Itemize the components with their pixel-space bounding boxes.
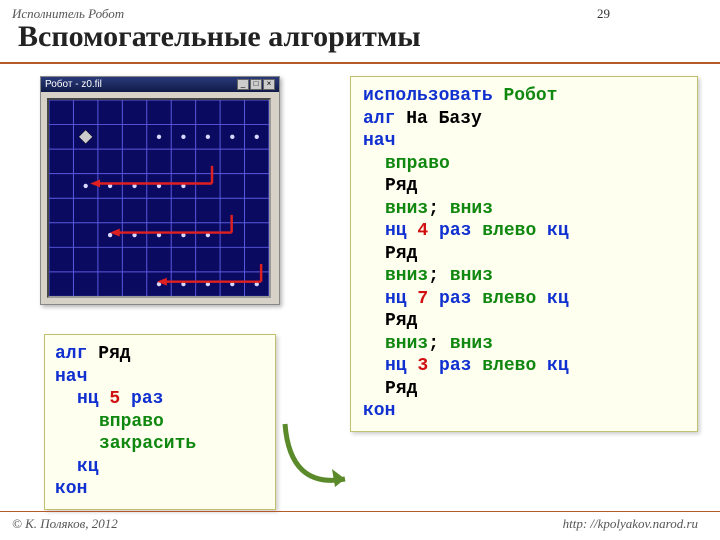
robot-field: [47, 98, 271, 298]
robot-title: Робот - z0.fil: [45, 79, 102, 90]
page-title: Вспомогательные алгоритмы: [18, 20, 421, 54]
footer-url: http: //kpolyakov.narod.ru: [563, 516, 698, 532]
page-number: 29: [597, 6, 610, 22]
minimize-icon[interactable]: _: [237, 79, 249, 90]
titlebar-buttons: _ □ ×: [237, 79, 275, 90]
close-icon[interactable]: ×: [263, 79, 275, 90]
footer-divider: [0, 511, 720, 512]
robot-window: Робот - z0.fil _ □ ×: [40, 76, 280, 305]
code-block-main: использовать Роботалг На БазуначвправоРя…: [350, 76, 698, 432]
link-arrow: [280, 419, 360, 509]
content-area: Робот - z0.fil _ □ × алг Рядначнц 5 разв…: [0, 62, 720, 508]
code-block-helper: алг Рядначнц 5 развправозакраситькцкон: [44, 334, 276, 510]
maximize-icon[interactable]: □: [250, 79, 262, 90]
robot-grid: [49, 100, 269, 296]
footer-copyright: © К. Поляков, 2012: [12, 516, 118, 532]
robot-titlebar: Робот - z0.fil _ □ ×: [41, 77, 279, 92]
